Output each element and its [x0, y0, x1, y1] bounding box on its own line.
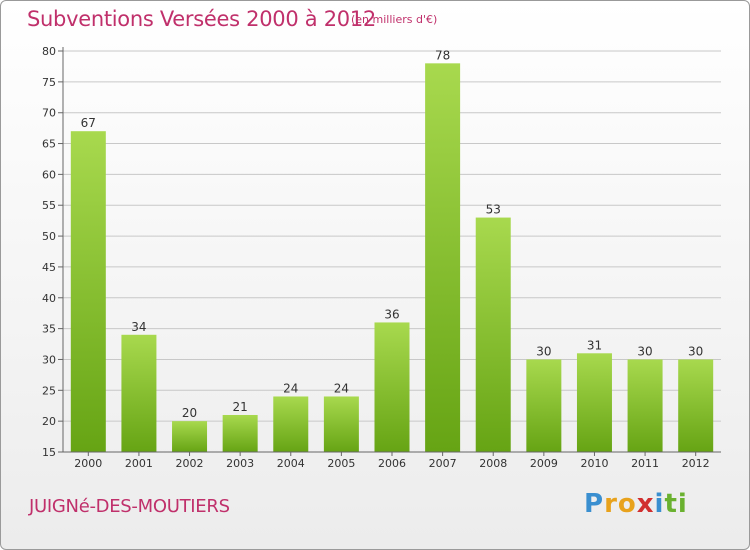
logo-letter: t: [664, 489, 678, 519]
x-tick-label: 2008: [479, 457, 507, 470]
x-tick-label: 2012: [682, 457, 710, 470]
proxiti-logo[interactable]: Proxiti: [584, 489, 688, 519]
logo-letter: i: [654, 489, 665, 519]
y-tick-label: 55: [42, 199, 56, 212]
x-tick-label: 2003: [226, 457, 254, 470]
bar: [273, 396, 309, 452]
logo-letter: o: [617, 489, 637, 519]
logo-letter: x: [636, 489, 655, 519]
axes: [58, 47, 721, 456]
bar: [678, 359, 714, 452]
bar-value-label: 53: [486, 203, 501, 217]
bar-value-label: 78: [435, 48, 450, 62]
bar-value-label: 36: [384, 307, 399, 321]
logo-letter: r: [604, 489, 618, 519]
x-tick-label: 2006: [378, 457, 406, 470]
bar-chart: 15 20 25 30 35 40 45 50 55 60 65 70 75 80 67 2000 34 2001…: [42, 45, 721, 470]
y-tick-label: 75: [42, 76, 56, 89]
bar: [475, 217, 511, 452]
y-tick-label: 15: [42, 446, 56, 459]
bar: [121, 334, 157, 452]
y-tick-label: 50: [42, 230, 56, 243]
bar: [576, 353, 612, 452]
bar-value-label: 30: [688, 344, 703, 358]
bars: [70, 63, 714, 452]
x-tick-label: 2007: [429, 457, 457, 470]
x-tick-label: 2000: [74, 457, 102, 470]
bar: [172, 421, 208, 452]
bar-value-label: 24: [283, 381, 298, 395]
x-tick-label: 2001: [125, 457, 153, 470]
y-tick-label: 65: [42, 138, 56, 151]
bar-value-label: 31: [587, 338, 602, 352]
chart-units: (en milliers d'€): [351, 13, 438, 26]
bar-value-label: 20: [182, 406, 197, 420]
y-tick-label: 40: [42, 292, 56, 305]
y-tick-label: 30: [42, 353, 56, 366]
logo-letter: P: [584, 489, 605, 519]
y-tick-label: 25: [42, 384, 56, 397]
bar-value-label: 21: [233, 400, 248, 414]
x-tick-label: 2011: [631, 457, 659, 470]
bar-value-label: 24: [334, 381, 349, 395]
bar: [70, 131, 106, 452]
y-tick-label: 70: [42, 107, 56, 120]
y-tick-label: 60: [42, 168, 56, 181]
place-name: JUIGNé-DES-MOUTIERS: [29, 496, 230, 517]
labels: 15 20 25 30 35 40 45 50 55 60 65 70 75 80 67 2000 34 2001…: [42, 45, 710, 470]
bar: [425, 63, 461, 452]
bar: [222, 414, 258, 452]
x-tick-label: 2009: [530, 457, 558, 470]
chart-title: Subventions Versées 2000 à 2012: [27, 7, 376, 31]
bar-value-label: 30: [536, 344, 551, 358]
bar: [323, 396, 359, 452]
bar-value-label: 67: [81, 116, 96, 130]
bar-value-label: 34: [131, 320, 146, 334]
y-tick-label: 35: [42, 323, 56, 336]
y-tick-label: 80: [42, 45, 56, 58]
y-tick-label: 20: [42, 415, 56, 428]
bar: [374, 322, 410, 452]
x-tick-label: 2010: [580, 457, 608, 470]
bar: [627, 359, 663, 452]
bar: [526, 359, 562, 452]
y-tick-label: 45: [42, 261, 56, 274]
bar-value-label: 30: [637, 344, 652, 358]
x-tick-label: 2005: [327, 457, 355, 470]
x-tick-label: 2002: [176, 457, 204, 470]
x-tick-label: 2004: [277, 457, 305, 470]
logo-letter: i: [677, 489, 688, 519]
